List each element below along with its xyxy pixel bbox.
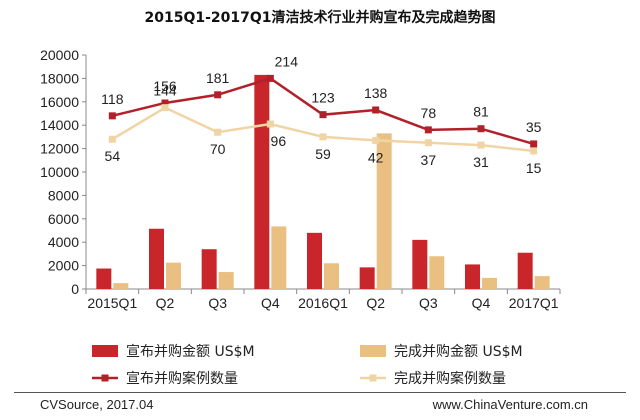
completed-count-label: 15 bbox=[526, 160, 542, 176]
announced-amount-bar bbox=[465, 264, 480, 289]
legend-announced-count-marker bbox=[101, 374, 109, 382]
x-tick-label: Q4 bbox=[261, 295, 280, 311]
y-tick-label: 0 bbox=[71, 281, 79, 297]
y-tick-label: 2000 bbox=[48, 258, 79, 274]
announced-amount-bar bbox=[149, 228, 164, 289]
legend: 宣布并购金额 US$M 完成并购金额 US$M 宣布并购案例数量 完成并购案例数量 bbox=[92, 344, 523, 387]
completed-count-marker bbox=[214, 128, 222, 136]
chart-title: 2015Q1-2017Q1清洁技术行业并购宣布及完成趋势图 bbox=[144, 9, 495, 26]
completed-amount-bar bbox=[534, 276, 550, 289]
legend-announced-count-label: 宣布并购案例数量 bbox=[126, 370, 238, 387]
announced-amount-bar bbox=[96, 268, 112, 289]
legend-announced-amount-swatch bbox=[92, 345, 118, 357]
announced-count-marker bbox=[530, 140, 538, 148]
x-tick-label: 2015Q1 bbox=[87, 295, 137, 311]
y-tick-label: 10000 bbox=[40, 164, 79, 180]
completed-count-marker bbox=[424, 139, 432, 147]
site-link[interactable]: www.ChinaVenture.com.cn bbox=[432, 397, 588, 412]
completed-count-marker bbox=[319, 133, 327, 141]
x-tick-label: Q2 bbox=[366, 295, 385, 311]
announced-amount-bar bbox=[412, 239, 428, 289]
completed-count-marker bbox=[372, 136, 380, 144]
announced-count-label: 156 bbox=[153, 78, 177, 94]
x-tick-label: 2017Q1 bbox=[509, 295, 559, 311]
legend-completed-count-label: 完成并购案例数量 bbox=[394, 370, 506, 387]
completed-amount-bar bbox=[113, 283, 129, 289]
footer-divider bbox=[14, 392, 626, 393]
completed-count-label: 31 bbox=[473, 154, 489, 170]
legend-announced-amount-label: 宣布并购金额 US$M bbox=[126, 344, 255, 360]
legend-completed-amount-swatch bbox=[360, 345, 386, 357]
completed-count-marker bbox=[530, 147, 538, 155]
legend-completed-amount-label: 完成并购金额 US$M bbox=[394, 344, 523, 360]
announced-count-label: 123 bbox=[311, 90, 335, 106]
completed-amount-bar bbox=[166, 262, 181, 289]
announced-count-label: 138 bbox=[364, 85, 388, 101]
completed-count-label: 54 bbox=[105, 148, 121, 164]
completed-amount-bar bbox=[271, 226, 287, 289]
y-tick-label: 12000 bbox=[40, 141, 79, 157]
announced-count-marker bbox=[161, 99, 169, 107]
announced-count-label: 214 bbox=[275, 53, 299, 69]
announced-count-label: 181 bbox=[206, 70, 230, 86]
announced-count-marker bbox=[214, 91, 222, 99]
y-tick-label: 6000 bbox=[48, 211, 79, 227]
announced-amount-bar bbox=[517, 252, 533, 289]
completed-count-marker bbox=[477, 141, 485, 149]
completed-count-marker bbox=[161, 104, 169, 112]
announced-count-label: 35 bbox=[526, 119, 542, 135]
x-tick-label: Q2 bbox=[156, 295, 175, 311]
announced-amount-bar bbox=[201, 249, 217, 289]
completed-count-label: 59 bbox=[315, 146, 331, 162]
x-tick-label: Q4 bbox=[472, 295, 491, 311]
completed-count-label: 42 bbox=[368, 149, 384, 165]
y-tick-label: 20000 bbox=[40, 47, 79, 63]
x-tick-label: Q3 bbox=[419, 295, 438, 311]
announced-count-label: 118 bbox=[101, 91, 124, 107]
y-tick-label: 18000 bbox=[40, 70, 79, 86]
completed-amount-bar bbox=[324, 263, 339, 289]
source-text: CVSource, 2017.04 bbox=[40, 397, 154, 412]
legend-completed-count-marker bbox=[369, 374, 377, 382]
announced-amount-bar bbox=[307, 232, 322, 289]
plot-area: 0 2000 4000 6000 8000 10000 12000 14000 16000 180… bbox=[40, 47, 561, 311]
announced-count-marker bbox=[108, 112, 116, 120]
completed-count-marker bbox=[266, 120, 274, 128]
announced-count-label: 78 bbox=[421, 105, 437, 121]
x-tick-label: 2016Q1 bbox=[298, 295, 348, 311]
completed-count-marker bbox=[108, 135, 116, 143]
announced-count-marker bbox=[477, 125, 485, 133]
completed-count-label: 96 bbox=[271, 133, 287, 149]
y-tick-label: 4000 bbox=[48, 234, 79, 250]
completed-count-label: 37 bbox=[421, 152, 437, 168]
announced-amount-bar bbox=[359, 267, 375, 289]
y-tick-label: 8000 bbox=[48, 187, 79, 203]
completed-amount-bar bbox=[482, 277, 497, 289]
completed-count-label: 70 bbox=[210, 141, 226, 157]
x-tick-label: Q3 bbox=[208, 295, 227, 311]
y-tick-label: 14000 bbox=[40, 117, 79, 133]
completed-amount-bar bbox=[376, 133, 392, 289]
completed-amount-bar bbox=[429, 256, 445, 289]
announced-count-marker bbox=[424, 126, 432, 134]
announced-count-marker bbox=[266, 74, 274, 82]
y-tick-label: 16000 bbox=[40, 94, 79, 110]
announced-amount-bar bbox=[254, 74, 270, 289]
completed-amount-bar bbox=[218, 272, 234, 289]
announced-count-marker bbox=[319, 111, 327, 119]
announced-count-marker bbox=[372, 106, 380, 114]
completed-count-label: 144 bbox=[153, 83, 177, 99]
announced-count-label: 81 bbox=[473, 104, 489, 120]
